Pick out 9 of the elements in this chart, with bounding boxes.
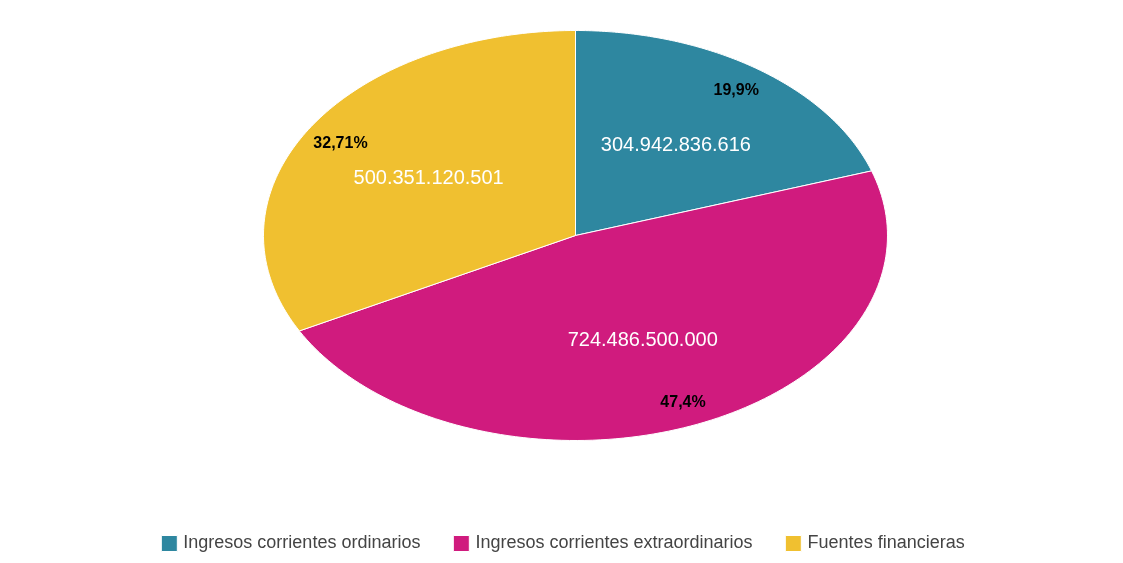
text: 500.351.120.501 (353, 166, 504, 189)
legend-label: Ingresos corrientes ordinarios (183, 532, 421, 553)
text: 304.942.836.616 (600, 133, 751, 156)
data-label: 32,71% (313, 133, 368, 151)
data-label: 47,4% (660, 392, 706, 410)
legend-label: Fuentes financieras (807, 532, 965, 553)
data-label: 19,9% (713, 80, 759, 98)
legend-label: Ingresos corrientes extraordinarios (475, 532, 753, 553)
text: 724.486.500.000 (567, 328, 718, 351)
